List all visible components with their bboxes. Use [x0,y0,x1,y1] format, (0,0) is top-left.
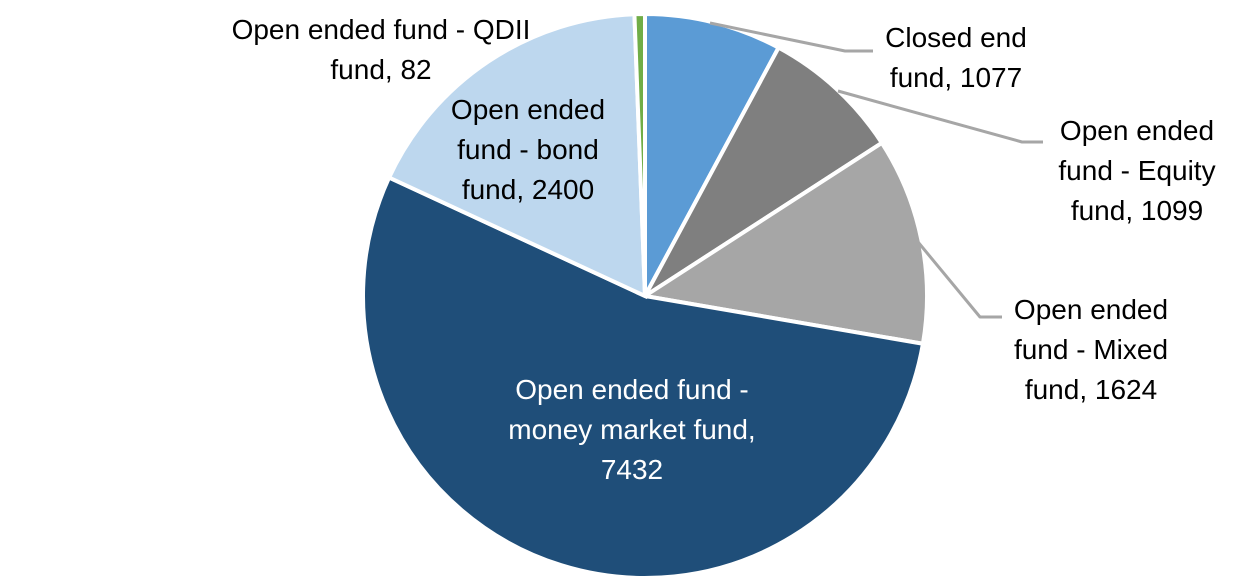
pie-label-line: Closed end [885,22,1027,53]
pie-label-line: fund, 82 [330,54,432,85]
leader-line-equity-fund [837,89,1043,144]
pie-slice-open-ended-fund-qdii-fund[interactable] [632,11,647,297]
pie-slices-group [361,11,929,580]
pie-label-line: fund, 1624 [1024,374,1158,405]
pie-slice-open-ended-fund-equity-fund[interactable] [643,44,885,298]
pie-label-line: Open ended fund - QDII [231,14,531,45]
pie-label-line: fund, 1077 [889,62,1023,93]
pie-label-line: money market fund, [508,414,756,445]
pie-label-mixed-fund: Open ended fund - Mixed fund, 1624 [981,290,1201,410]
leader-line-closed-end-fund [709,21,873,53]
pie-label-money-market-fund: Open ended fund - money market fund, 743… [472,370,792,490]
pie-label-line: fund, 1099 [1070,195,1204,226]
pie-slice-open-ended-fund-mixed-fund[interactable] [639,140,929,347]
pie-label-line: fund - bond [457,134,599,165]
pie-label-line: Open ended [450,94,606,125]
pie-label-qdii-fund: Open ended fund - QDII fund, 82 [201,10,561,90]
pie-label-line: 7432 [600,454,664,485]
pie-label-line: fund, 2400 [461,174,595,205]
leader-line-mixed-fund [916,241,1002,319]
pie-slice-open-ended-fund-money-market-fund[interactable] [361,174,926,580]
pie-label-line: Open ended [1059,115,1215,146]
pie-label-line: Open ended [1013,294,1169,325]
pie-label-line: fund - Mixed [1013,334,1169,365]
pie-label-line: Open ended fund - [515,374,749,405]
pie-label-closed-end-fund: Closed end fund, 1077 [846,18,1066,98]
pie-slice-open-ended-fund-bond-fund[interactable] [386,12,648,300]
leader-lines-group [709,21,1043,319]
pie-label-equity-fund: Open ended fund - Equity fund, 1099 [1027,111,1247,231]
pie-label-bond-fund: Open ended fund - bond fund, 2400 [418,90,638,210]
pie-label-line: fund - Equity [1058,155,1216,186]
